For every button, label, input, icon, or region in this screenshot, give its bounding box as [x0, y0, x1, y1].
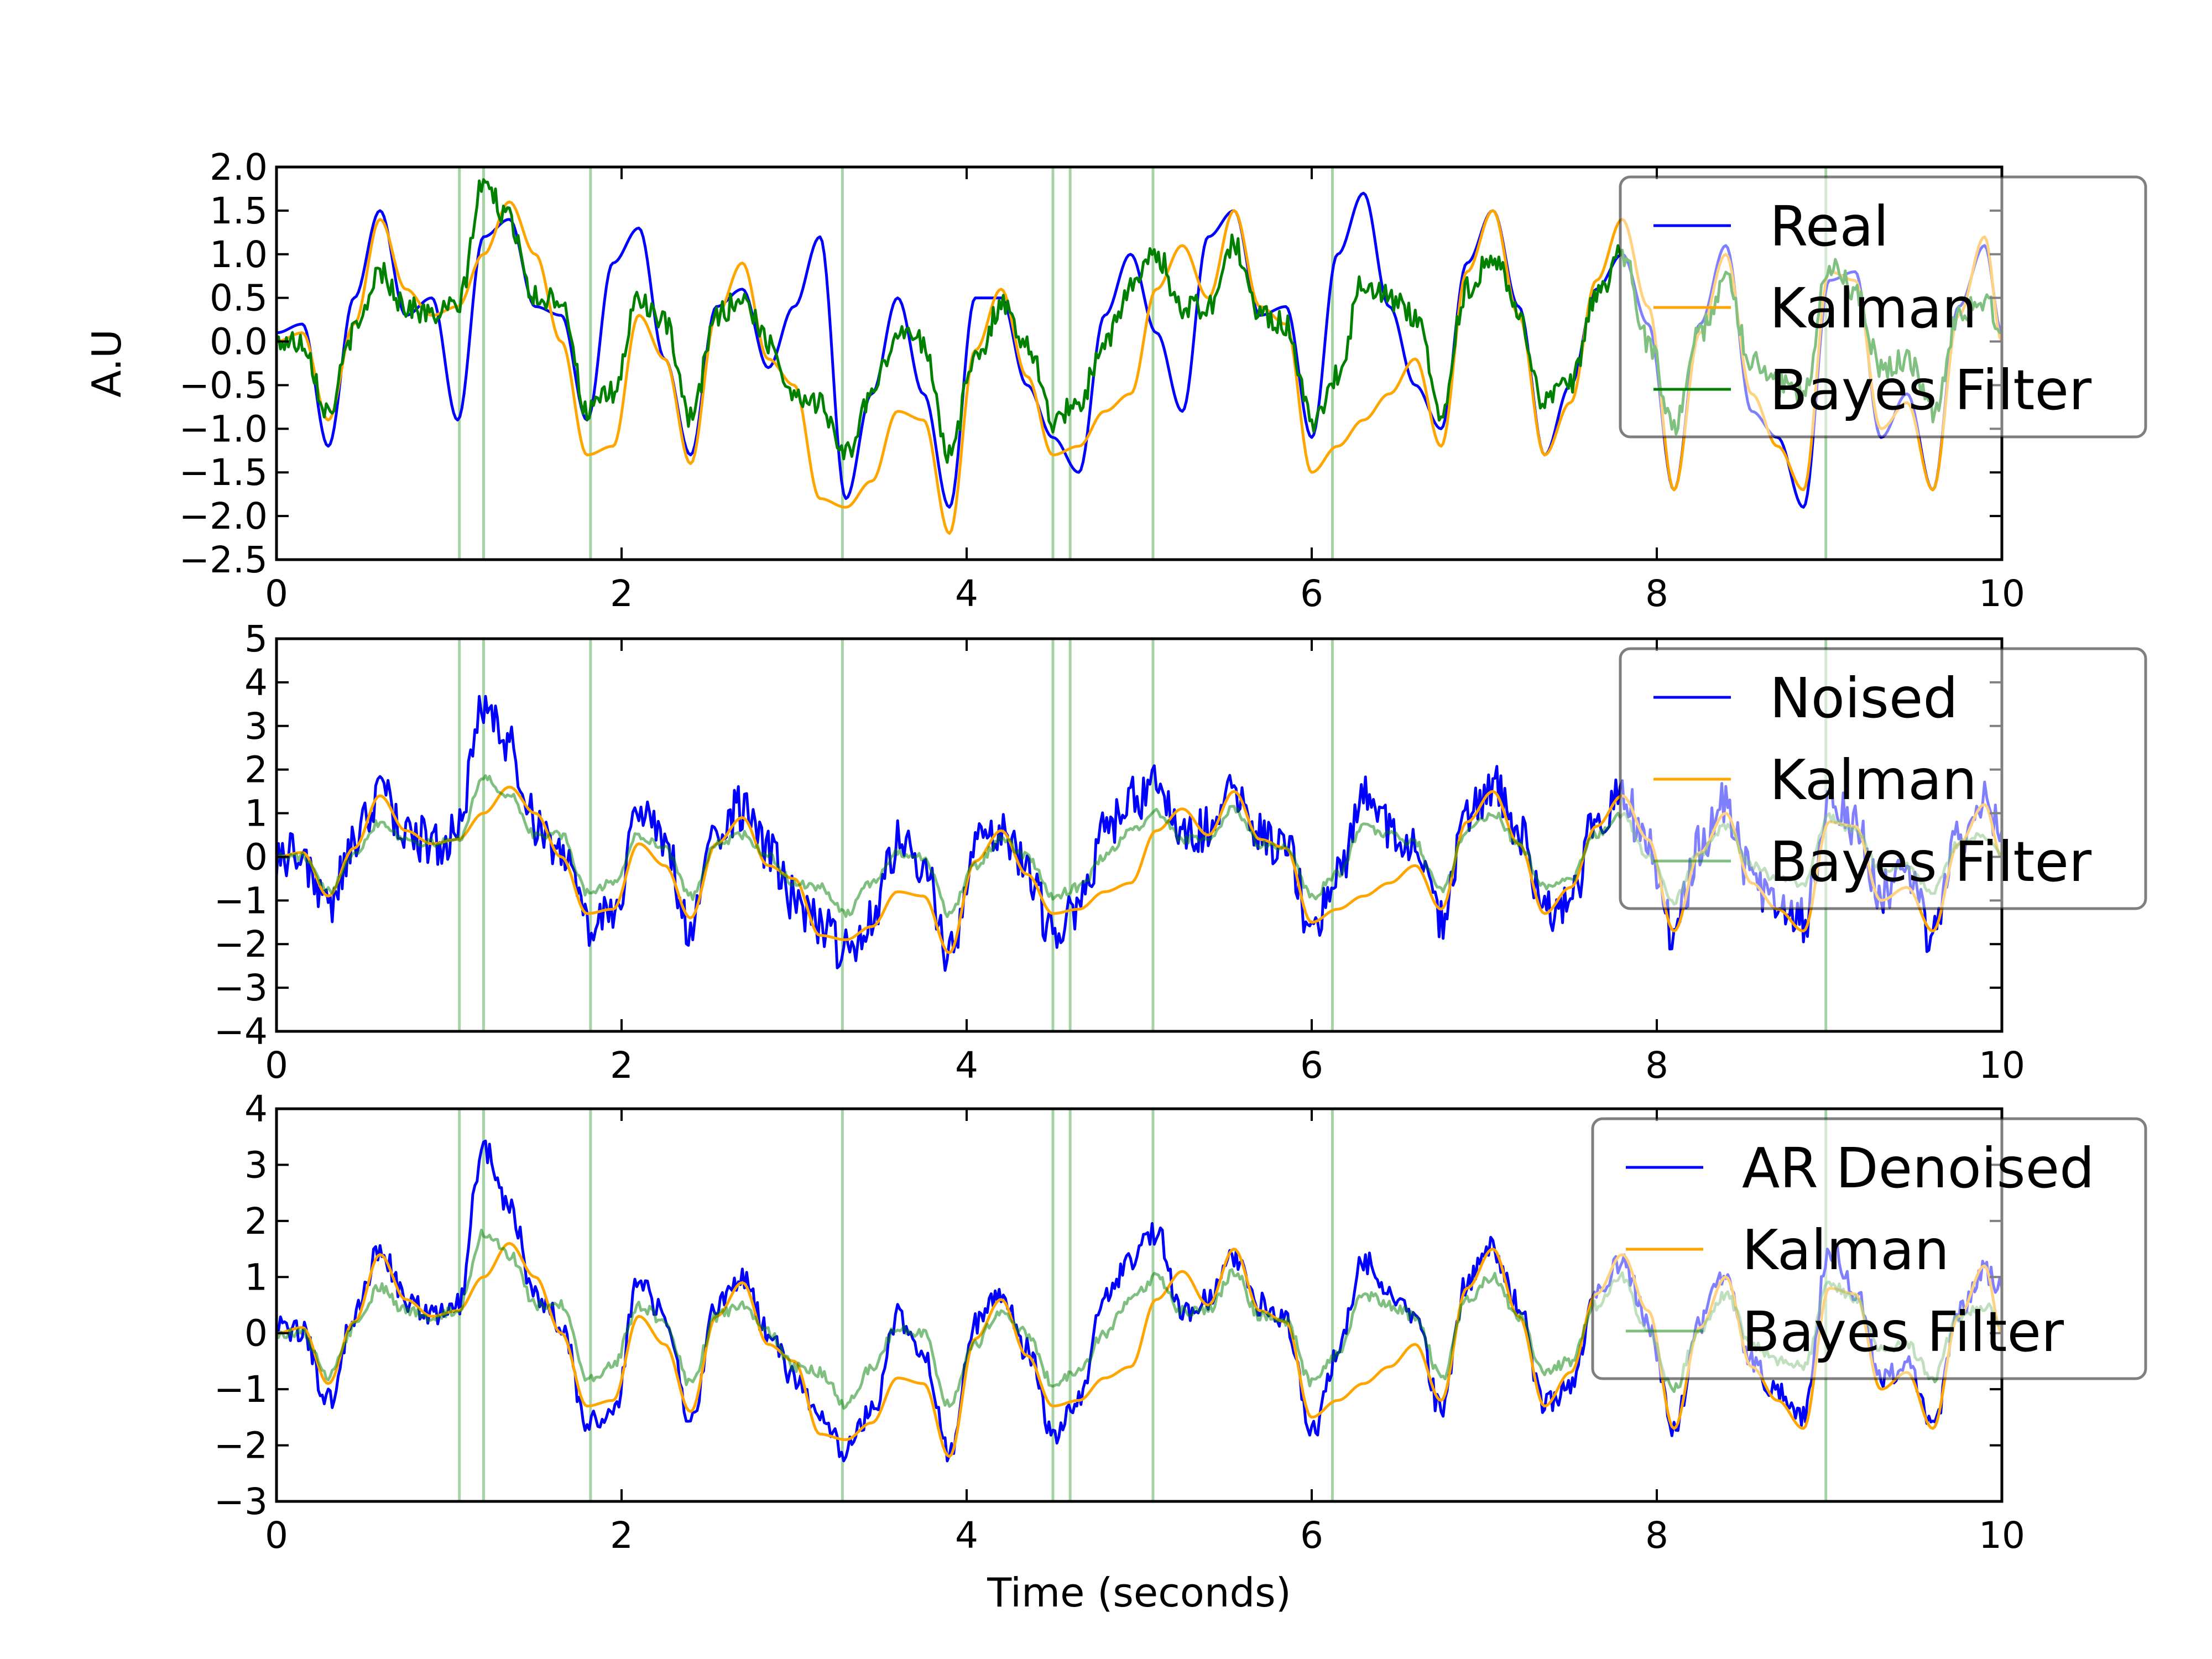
y-tick-label: −1: [214, 1368, 268, 1411]
legend-label-real: Real: [1770, 194, 1889, 259]
y-tick-label: −3: [214, 1480, 268, 1523]
y-tick-label: 2.0: [210, 146, 268, 189]
legend-label-noised: Noised: [1770, 666, 1958, 731]
y-tick-label: 2: [244, 749, 268, 791]
x-axis-label: Time (seconds): [987, 1569, 1291, 1616]
x-tick-label: 10: [1979, 572, 2025, 615]
y-tick-label: 3: [244, 705, 268, 748]
y-tick-label: −0.5: [179, 364, 268, 406]
legend-label-bayes-filter: Bayes Filter: [1770, 358, 2092, 422]
legend-ar-denoised: AR Denoised Kalman Bayes Filter: [1591, 1117, 2147, 1380]
y-tick-label: 5: [244, 618, 268, 660]
legend-box: [1619, 175, 2147, 439]
x-tick-label: 0: [265, 1514, 288, 1557]
legend-label-ar-denoised: AR Denoised: [1742, 1136, 2095, 1201]
y-tick-label: 1: [244, 1256, 268, 1298]
legend-box: [1591, 1117, 2147, 1380]
x-tick-label: 2: [610, 1514, 633, 1557]
x-tick-label: 0: [265, 572, 288, 615]
legend-label-bayes-filter: Bayes Filter: [1742, 1300, 2064, 1364]
y-tick-label: 2: [244, 1200, 268, 1243]
y-tick-label: −1: [214, 879, 268, 922]
x-tick-label: 4: [955, 572, 978, 615]
x-tick-label: 4: [955, 1514, 978, 1557]
x-tick-label: 10: [1979, 1514, 2025, 1557]
y-tick-label: −4: [214, 1010, 268, 1053]
y-tick-label: 0: [244, 836, 268, 878]
legend-noised: Noised Kalman Bayes Filter: [1619, 647, 2147, 910]
x-tick-label: 2: [610, 1044, 633, 1087]
subplot-real: 0 2 4 6 8 10 2.01.51.00.50.0−0.5−1.0−1.5−2.0−2…: [84, 146, 2147, 615]
y-tick-label: 0.5: [210, 277, 268, 320]
y-axis-label: A.U: [84, 329, 130, 398]
y-tick-label: 0.0: [210, 321, 268, 363]
y-tick-label: 1.5: [210, 190, 268, 232]
x-tick-label: 6: [1300, 1044, 1323, 1087]
x-tick-label: 8: [1645, 1044, 1668, 1087]
y-tick-label: −2: [214, 923, 268, 966]
x-tick-label: 6: [1300, 1514, 1323, 1557]
y-tick-label: 1: [244, 792, 268, 835]
y-tick-label: −2: [214, 1425, 268, 1467]
x-tick-label: 10: [1979, 1044, 2025, 1087]
x-tick-label: 6: [1300, 572, 1323, 615]
y-tick-label: −1.5: [179, 451, 268, 494]
y-tick-label: −2.5: [179, 539, 268, 581]
legend-label-kalman: Kalman: [1770, 276, 1977, 341]
y-tick-label: −2.0: [179, 495, 268, 538]
x-tick-label: 2: [610, 572, 633, 615]
y-tick-label: 4: [244, 661, 268, 704]
legend-label-kalman: Kalman: [1742, 1218, 1949, 1282]
y-tick-label: 0: [244, 1312, 268, 1355]
y-tick-label: −3: [214, 967, 268, 1009]
legend-box: [1619, 647, 2147, 910]
y-tick-label: −1.0: [179, 408, 268, 450]
x-tick-label: 8: [1645, 572, 1668, 615]
y-tick-label: 4: [244, 1088, 268, 1130]
x-tick-label: 0: [265, 1044, 288, 1087]
y-tick-label: 1.0: [210, 233, 268, 276]
legend-real: Real Kalman Bayes Filter: [1619, 175, 2147, 439]
legend-label-kalman: Kalman: [1770, 748, 1977, 812]
x-tick-label: 4: [955, 1044, 978, 1087]
x-tick-label: 8: [1645, 1514, 1668, 1557]
legend-label-bayes-filter: Bayes Filter: [1770, 830, 2092, 894]
y-tick-label: 3: [244, 1144, 268, 1186]
